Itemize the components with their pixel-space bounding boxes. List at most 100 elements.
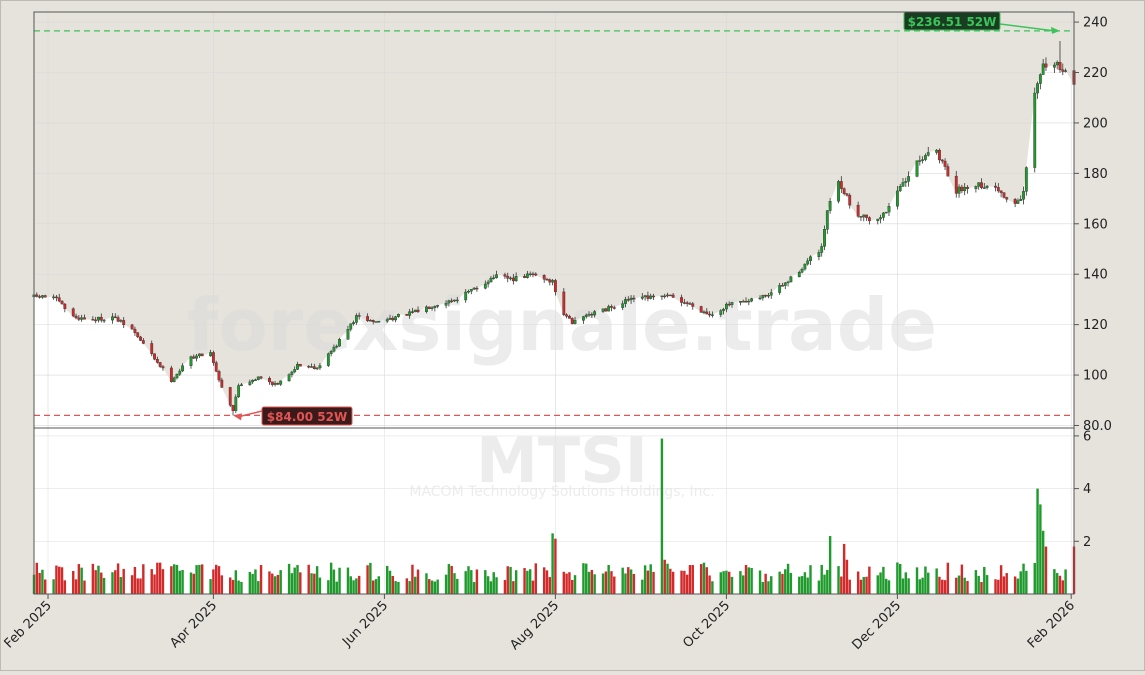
candle-68 [296,361,299,370]
candle-189 [769,288,773,299]
candle-body-81 [349,323,353,330]
candle-262 [1058,40,1062,73]
candle-6 [55,294,58,302]
candle-body-239 [966,186,969,189]
volume-bar-165 [680,570,683,594]
volume-bar-9 [63,580,67,594]
candle-154 [632,295,636,303]
candle-body-181 [741,300,745,303]
candle-86 [368,319,372,322]
candle-211 [859,216,863,221]
candle-body-163 [668,294,672,297]
volume-bar-123 [512,581,515,594]
volume-bar-144 [593,574,596,594]
candle-body-55 [248,381,252,385]
volume-bar-160 [660,438,664,594]
candle-78 [335,344,339,349]
candle-body-127 [528,273,532,276]
volume-bar-214 [868,566,871,594]
volume-bar-183 [747,567,751,594]
candle-121 [506,272,510,283]
candle-238 [963,183,967,196]
volume-bar-146 [604,571,608,594]
candle-168 [688,301,692,305]
candle-body-117 [489,277,493,283]
candle-body-63 [276,383,280,385]
volume-bar-172 [705,567,708,594]
candle-217 [881,212,885,221]
candle-body-122 [509,277,512,280]
candle-body-184 [750,298,754,302]
candle-125 [523,274,526,279]
candle-40 [189,355,193,369]
candlesticks [32,40,1076,416]
volume-bar-219 [887,580,891,594]
volume-bar-38 [178,570,181,594]
candle-body-258 [1041,63,1045,75]
volume-bar-73 [315,566,319,594]
candle-249 [1005,196,1009,203]
volume-bar-220 [896,562,899,594]
candle-147 [607,304,611,312]
volume-bar-173 [708,575,711,594]
candle-body-259 [1044,63,1048,68]
candle-body-149 [612,307,616,309]
candle-102 [430,306,434,311]
volume-bar-35 [170,566,173,594]
volume-bar-29 [142,564,145,594]
candle-body-225 [915,160,919,177]
volume-bar-75 [327,580,330,594]
candle-body-80 [346,329,350,340]
volume-bar-228 [924,566,927,594]
candle-body-88 [374,321,378,323]
candle-233 [943,158,947,170]
volume-bar-110 [464,571,467,594]
candle-53 [237,383,241,398]
candle-235 [954,170,958,198]
52w-low-arrow [239,410,263,418]
volume-bar-118 [492,572,495,594]
candle-160 [660,295,664,301]
candle-237 [960,184,964,194]
candle-165 [680,294,683,307]
volume-bar-201 [820,564,823,594]
volume-bar-196 [800,576,804,594]
candle-234 [946,163,950,177]
volume-bar-186 [761,581,765,594]
volume-bar-30 [150,569,153,594]
candle-45 [209,349,213,357]
candle-body-142 [587,313,591,316]
candle-124 [514,272,518,282]
candle-245 [994,182,997,192]
candle-body-202 [823,229,826,247]
candle-219 [887,202,891,217]
volume-bar-263 [1061,580,1064,594]
volume-grid [34,428,1074,594]
candle-254 [1024,166,1028,196]
candle-body-60 [268,378,271,383]
volume-bar-124 [514,570,518,594]
candle-183 [747,298,751,306]
candle-39 [181,363,184,373]
candle-body-249 [1005,197,1009,200]
candle-91 [388,314,392,320]
candle-body-56 [251,379,255,383]
candle-52 [234,394,238,413]
volume-bar-176 [722,571,725,594]
candle-body-196 [800,268,804,273]
candle-body-190 [778,285,782,293]
volume-bar-251 [1016,578,1020,594]
candle-body-130 [542,275,546,280]
candle-62 [273,380,277,387]
candle-body-124 [514,276,518,282]
candle-250 [1013,197,1017,208]
volume-bar-1 [35,562,39,594]
candle-body-140 [582,316,585,321]
volume-bar-21 [114,570,117,594]
volume-bar-67 [293,567,296,594]
candle-body-138 [570,318,574,324]
candle-body-133 [551,280,555,283]
candle-200 [817,249,821,261]
candle-75 [326,352,330,367]
volume-bar-139 [573,575,577,594]
